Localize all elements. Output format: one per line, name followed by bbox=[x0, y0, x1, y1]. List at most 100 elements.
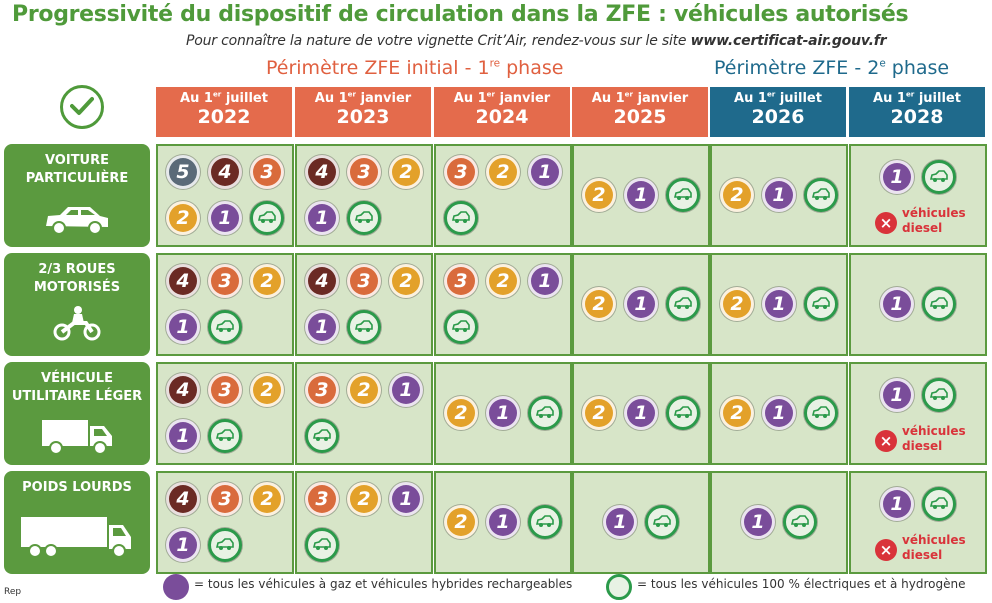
critair-1-icon: 1 bbox=[880, 287, 914, 321]
critair-2-icon: 2 bbox=[250, 373, 284, 407]
critair-2-icon: 2 bbox=[250, 264, 284, 298]
critair-1-icon: 1 bbox=[166, 528, 200, 562]
page-title: Progressivité du dispositif de circulati… bbox=[12, 2, 909, 27]
critair-1-icon: 1 bbox=[528, 264, 562, 298]
critair-1-icon: 1 bbox=[624, 287, 658, 321]
subtitle-text: Pour connaître la nature de votre vignet… bbox=[186, 33, 687, 49]
critair-electric-icon bbox=[347, 201, 381, 235]
diesel-text: véhicules diesel bbox=[902, 206, 966, 235]
diesel-text: véhicules diesel bbox=[902, 533, 966, 562]
certificat-air-link[interactable]: www.certificat-air.gouv.fr bbox=[690, 33, 887, 49]
critair-1-icon: 1 bbox=[305, 201, 339, 235]
critair-1-icon: 1 bbox=[166, 419, 200, 453]
column-date: Au 1er juillet bbox=[180, 89, 268, 106]
critair-electric-icon bbox=[922, 287, 956, 321]
critair-2-icon: 2 bbox=[720, 396, 754, 430]
row-label-text: POIDS LOURDS bbox=[22, 480, 132, 495]
column-year: 2026 bbox=[751, 106, 805, 128]
critair-3-icon: 3 bbox=[250, 155, 284, 189]
critair-2-icon: 2 bbox=[250, 482, 284, 516]
logo-text: Rep bbox=[4, 587, 22, 597]
critair-electric-icon bbox=[208, 310, 242, 344]
phase2-heading: Périmètre ZFE - 2e phase bbox=[714, 57, 950, 79]
critair-2-icon: 2 bbox=[720, 287, 754, 321]
critair-1-icon: 1 bbox=[624, 396, 658, 430]
critair-3-icon: 3 bbox=[444, 155, 478, 189]
critair-3-icon: 3 bbox=[305, 373, 339, 407]
column-date: Au 1er janvier bbox=[314, 89, 412, 106]
critair-2-icon: 2 bbox=[166, 201, 200, 235]
column-date: Au 1er janvier bbox=[453, 89, 551, 106]
column-year: 2023 bbox=[336, 106, 390, 128]
critair-1-icon: 1 bbox=[762, 287, 796, 321]
critair-electric-icon bbox=[783, 505, 817, 539]
critair-4-icon: 4 bbox=[166, 373, 200, 407]
critair-2-icon: 2 bbox=[444, 505, 478, 539]
critair-5-icon: 5 bbox=[166, 155, 200, 189]
critair-1-icon: 1 bbox=[528, 155, 562, 189]
column-year: 2022 bbox=[197, 106, 251, 128]
critair-1-icon: 1 bbox=[880, 378, 914, 412]
checkmark-icon bbox=[60, 85, 104, 129]
critair-1-icon: 1 bbox=[166, 310, 200, 344]
grid-cell: 1 bbox=[710, 471, 848, 574]
critair-4-icon: 4 bbox=[305, 264, 339, 298]
critair-2-icon: 2 bbox=[486, 155, 520, 189]
critair-electric-icon bbox=[666, 287, 700, 321]
column-header-2022: Au 1er juillet 2022 bbox=[156, 87, 292, 137]
critair-3-icon: 3 bbox=[208, 264, 242, 298]
critair-3-icon: 3 bbox=[208, 373, 242, 407]
electric-legend-icon bbox=[606, 574, 632, 600]
critair-1-icon: 1 bbox=[208, 201, 242, 235]
column-header-2024: Au 1er janvier 2024 bbox=[434, 87, 570, 137]
critair-3-icon: 3 bbox=[347, 264, 381, 298]
column-date: Au 1er janvier bbox=[591, 89, 689, 106]
critair-electric-icon bbox=[922, 160, 956, 194]
critair-3-icon: 3 bbox=[208, 482, 242, 516]
critair-4-icon: 4 bbox=[305, 155, 339, 189]
column-year: 2025 bbox=[613, 106, 667, 128]
no-entry-icon: × bbox=[875, 430, 897, 452]
critair-electric-icon bbox=[444, 310, 478, 344]
row-label-text: VÉHICULE UTILITAIRE LÉGER bbox=[11, 371, 143, 404]
critair-2-icon: 2 bbox=[582, 396, 616, 430]
grid-cell: 1 bbox=[572, 471, 710, 574]
critair-electric-icon bbox=[250, 201, 284, 235]
critair-electric-icon bbox=[528, 505, 562, 539]
critair-2-icon: 2 bbox=[389, 155, 423, 189]
critair-electric-icon bbox=[444, 201, 478, 235]
column-date: Au 1er juillet bbox=[734, 89, 822, 106]
critair-2-icon: 2 bbox=[347, 373, 381, 407]
critair-1-icon: 1 bbox=[762, 178, 796, 212]
critair-electric-icon bbox=[208, 528, 242, 562]
critair-2-icon: 2 bbox=[444, 396, 478, 430]
grid-cell: 1 × véhicules diesel bbox=[849, 471, 987, 574]
row-label-text: 2/3 ROUES MOTORISÉS bbox=[33, 262, 121, 295]
critair-3-icon: 3 bbox=[347, 155, 381, 189]
critair-electric-icon bbox=[208, 419, 242, 453]
column-year: 2024 bbox=[475, 106, 529, 128]
diesel-text: véhicules diesel bbox=[902, 424, 966, 453]
diesel-excluded-note: × véhicules diesel bbox=[875, 206, 992, 240]
critair-2-icon: 2 bbox=[389, 264, 423, 298]
phase1-heading: Périmètre ZFE initial - 1re phase bbox=[266, 57, 564, 79]
column-header-2023: Au 1er janvier 2023 bbox=[295, 87, 431, 137]
critair-electric-icon bbox=[528, 396, 562, 430]
critair-electric-icon bbox=[922, 378, 956, 412]
critair-2-icon: 2 bbox=[347, 482, 381, 516]
